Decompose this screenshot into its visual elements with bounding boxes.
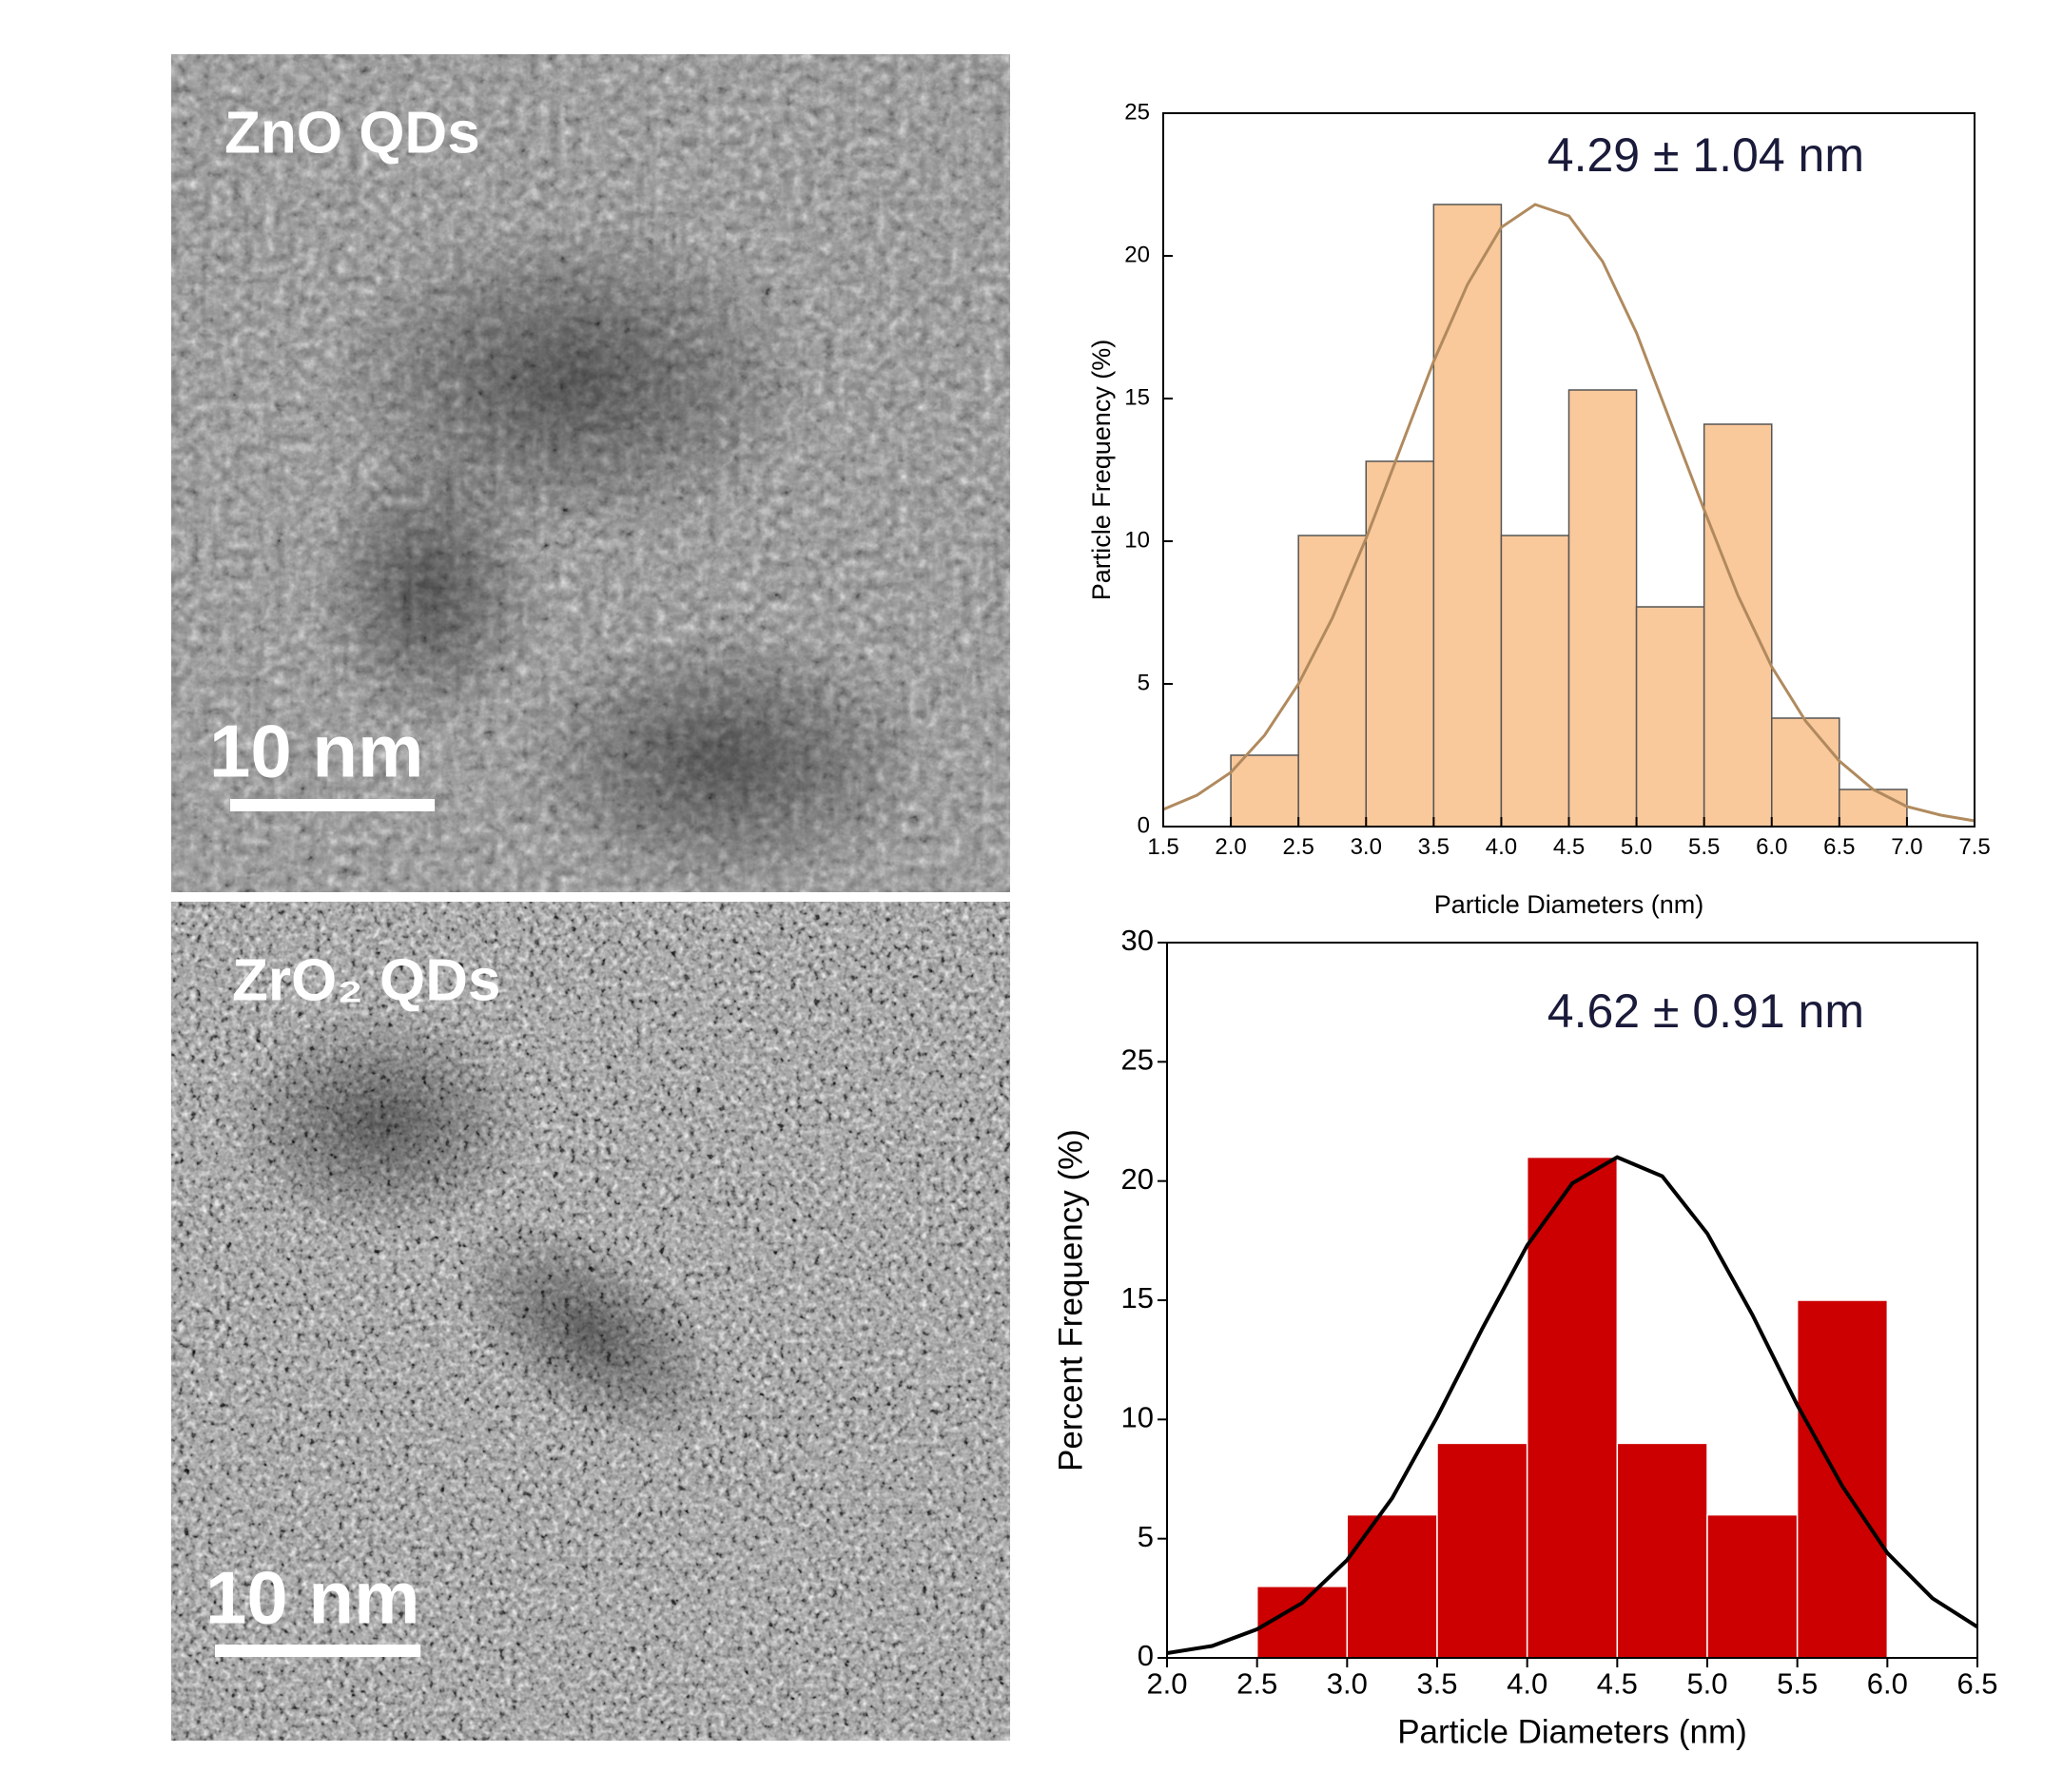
x-tick-label: 3.5 bbox=[1416, 1667, 1457, 1701]
y-tick-label: 10 bbox=[1124, 527, 1150, 553]
x-tick-label: 3.0 bbox=[1327, 1667, 1368, 1701]
x-tick-label: 3.5 bbox=[1418, 834, 1450, 860]
x-tick-label: 4.5 bbox=[1553, 834, 1585, 860]
bar bbox=[1346, 1513, 1438, 1659]
x-tick-label: 6.5 bbox=[1956, 1667, 1997, 1701]
fit-curve bbox=[1166, 1155, 1979, 1655]
x-tick-label: 4.0 bbox=[1486, 834, 1517, 860]
tem-image: ZrO₂ QDs 10 nm bbox=[171, 902, 1010, 1741]
y-tick-label: 0 bbox=[1138, 1639, 1154, 1672]
x-tick-label: 5.0 bbox=[1621, 834, 1652, 860]
bar bbox=[1567, 389, 1638, 828]
scale-bar-label: 10 nm bbox=[209, 710, 423, 793]
x-tick-label: 6.0 bbox=[1756, 834, 1787, 860]
y-tick-label: 5 bbox=[1138, 1520, 1154, 1553]
bar bbox=[1616, 1442, 1708, 1659]
tem-image: ZnO QDs 10 nm bbox=[171, 54, 1010, 894]
x-tick-label: 2.0 bbox=[1146, 1667, 1187, 1701]
bar bbox=[1230, 754, 1299, 828]
bar bbox=[1500, 535, 1570, 828]
x-tick-label: 4.5 bbox=[1597, 1667, 1638, 1701]
x-tick-label: 7.5 bbox=[1958, 834, 1990, 860]
y-tick-label: 5 bbox=[1138, 670, 1150, 695]
x-tick-label: 3.0 bbox=[1351, 834, 1382, 860]
scale-bar-label: 10 nm bbox=[205, 1556, 419, 1640]
bar bbox=[1526, 1156, 1619, 1659]
y-axis-label: Percent Frequency (%) bbox=[1052, 1129, 1089, 1471]
bar bbox=[1365, 460, 1435, 828]
x-axis-label: Particle Diameters (nm) bbox=[1434, 890, 1704, 919]
bar bbox=[1297, 535, 1367, 828]
y-tick-label: 0 bbox=[1138, 812, 1150, 838]
fit-curve bbox=[1162, 203, 1975, 823]
bar bbox=[1796, 1299, 1889, 1659]
x-tick-label: 1.5 bbox=[1147, 834, 1178, 860]
y-tick-label: 15 bbox=[1124, 384, 1150, 410]
x-tick-label: 5.0 bbox=[1686, 1667, 1727, 1701]
bar bbox=[1635, 606, 1705, 828]
bar bbox=[1771, 717, 1840, 828]
x-tick-label: 2.5 bbox=[1282, 834, 1314, 860]
bar bbox=[1706, 1513, 1799, 1659]
bar bbox=[1839, 789, 1908, 828]
y-tick-label: 15 bbox=[1121, 1281, 1154, 1315]
y-axis-label: Particle Frequency (%) bbox=[1087, 340, 1116, 601]
y-tick-label: 10 bbox=[1121, 1401, 1154, 1434]
x-tick-label: 6.0 bbox=[1867, 1667, 1908, 1701]
x-axis-label: Particle Diameters (nm) bbox=[1397, 1713, 1747, 1750]
y-tick-label: 20 bbox=[1124, 242, 1150, 267]
x-tick-label: 4.0 bbox=[1507, 1667, 1547, 1701]
bar bbox=[1432, 204, 1503, 828]
scale-bar bbox=[230, 799, 435, 811]
x-tick-label: 7.0 bbox=[1891, 834, 1922, 860]
x-tick-label: 5.5 bbox=[1688, 834, 1720, 860]
y-tick-label: 20 bbox=[1121, 1162, 1154, 1196]
x-tick-label: 5.5 bbox=[1777, 1667, 1818, 1701]
scale-bar bbox=[215, 1645, 420, 1657]
image-label: ZrO₂ QDs bbox=[232, 947, 500, 1013]
annotation: 4.29 ± 1.04 nm bbox=[1547, 128, 1864, 182]
annotation: 4.62 ± 0.91 nm bbox=[1547, 984, 1864, 1038]
x-tick-label: 2.0 bbox=[1215, 834, 1246, 860]
image-label: ZnO QDs bbox=[224, 100, 480, 166]
y-tick-label: 25 bbox=[1121, 1043, 1154, 1077]
bar bbox=[1436, 1442, 1528, 1659]
y-tick-label: 25 bbox=[1124, 99, 1150, 125]
bar bbox=[1703, 423, 1773, 828]
x-tick-label: 6.5 bbox=[1823, 834, 1855, 860]
x-tick-label: 2.5 bbox=[1236, 1667, 1277, 1701]
y-tick-label: 30 bbox=[1121, 924, 1154, 957]
